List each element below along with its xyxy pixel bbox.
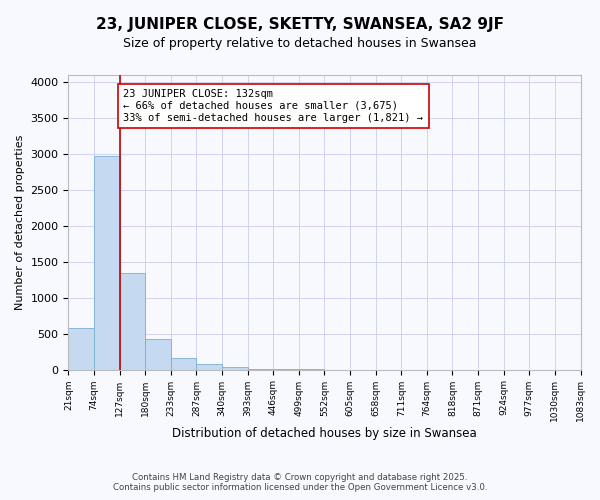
X-axis label: Distribution of detached houses by size in Swansea: Distribution of detached houses by size … (172, 427, 477, 440)
Bar (68, 328, 94, 370)
Text: Contains HM Land Registry data © Crown copyright and database right 2025.
Contai: Contains HM Land Registry data © Crown c… (113, 473, 487, 492)
Bar (119, 274, 145, 370)
Y-axis label: Number of detached properties: Number of detached properties (15, 134, 25, 310)
Text: Size of property relative to detached houses in Swansea: Size of property relative to detached ho… (123, 38, 477, 51)
Bar (196, 364, 222, 370)
Bar (145, 338, 171, 370)
Bar (94, 156, 119, 370)
Text: 23 JUNIPER CLOSE: 132sqm
← 66% of detached houses are smaller (3,675)
33% of sem: 23 JUNIPER CLOSE: 132sqm ← 66% of detach… (124, 90, 424, 122)
Bar (248, 369, 273, 370)
Text: 23, JUNIPER CLOSE, SKETTY, SWANSEA, SA2 9JF: 23, JUNIPER CLOSE, SKETTY, SWANSEA, SA2 … (96, 18, 504, 32)
Bar (222, 367, 248, 370)
Bar (171, 358, 196, 370)
